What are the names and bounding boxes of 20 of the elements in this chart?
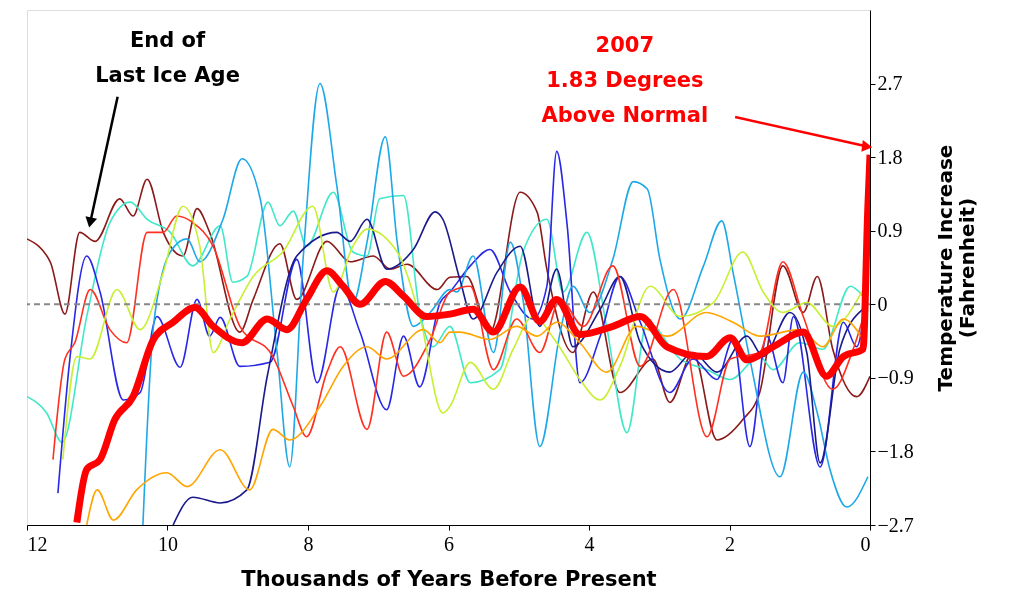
line-series (172, 211, 864, 525)
y-tick-label: 1.8 (877, 145, 903, 168)
y-tick-label: −2.7 (877, 513, 914, 536)
x-tick-label: 8 (303, 532, 314, 555)
x-tick-label: 6 (444, 532, 454, 555)
x-tick-label: 4 (584, 532, 595, 555)
y-axis-title: Temperature Increase (Fahrenheit) (932, 144, 979, 392)
line-series (85, 311, 864, 525)
y-tick-label: 0.9 (877, 219, 903, 242)
x-tick-label: 2 (725, 532, 735, 555)
y-tick-label: −1.8 (877, 439, 914, 462)
x-axis-title: Thousands of Years Before Present (241, 566, 657, 591)
y-tick-label: 0 (877, 292, 888, 315)
x-tick-label: 12 (27, 532, 48, 555)
x-tick-label: 10 (158, 532, 178, 555)
annotation: 2007 1.83 Degrees Above Normal (541, 32, 709, 127)
y-tick-label: −0.9 (877, 366, 914, 389)
annotation: End of Last Ice Age (95, 28, 240, 88)
y-tick-label: 2.7 (877, 72, 903, 95)
x-tick-label: 0 (860, 532, 871, 555)
